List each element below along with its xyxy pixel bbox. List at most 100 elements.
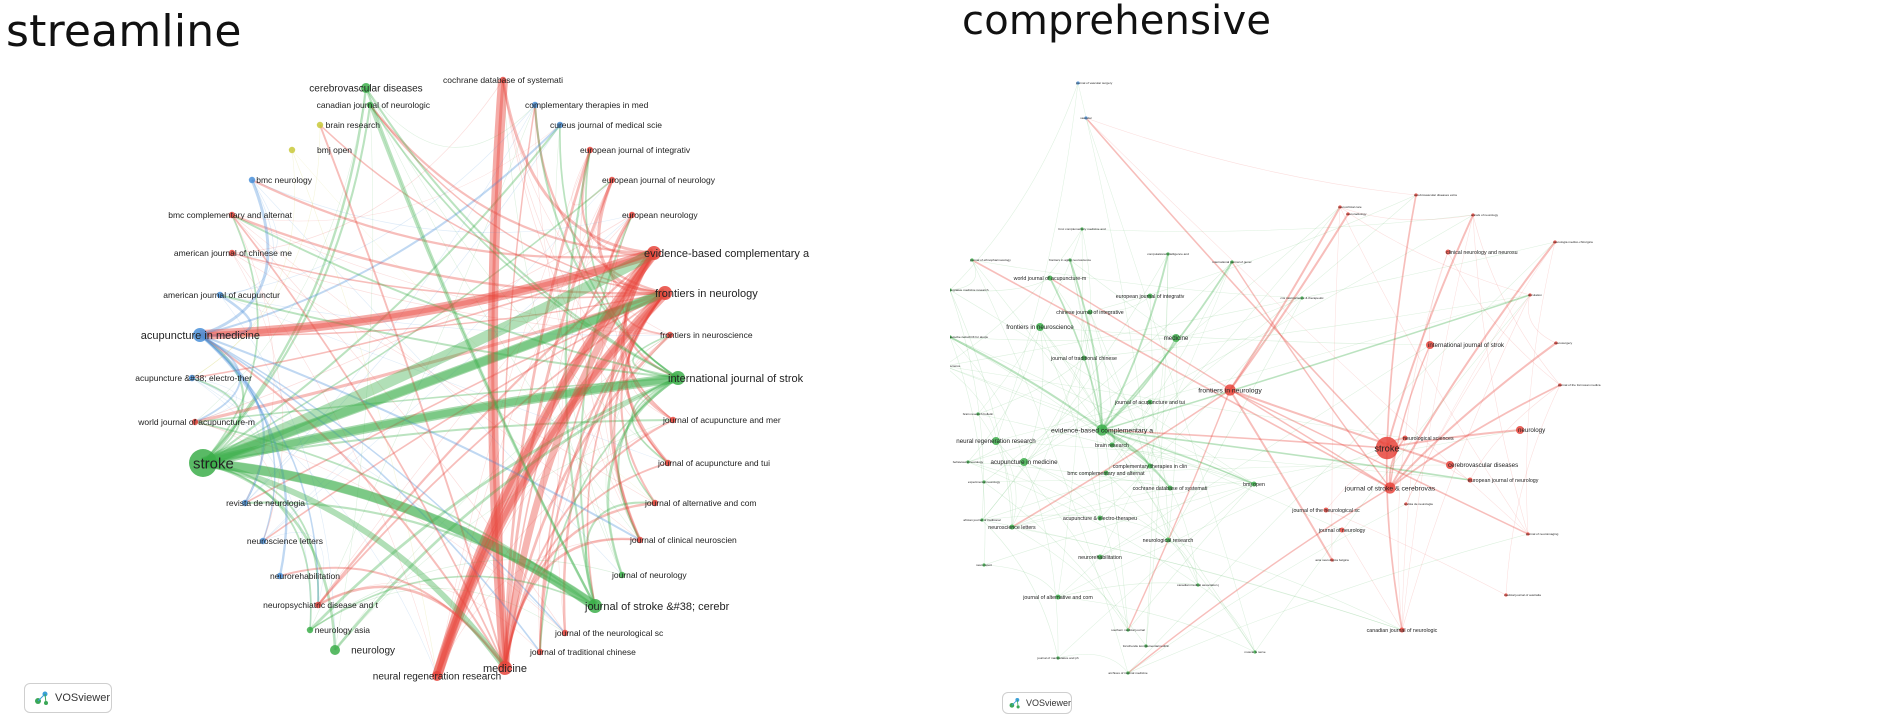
network-node[interactable]: bmc complementary medicine and (1058, 227, 1105, 231)
network-node-dot[interactable] (671, 371, 685, 385)
network-node-dot[interactable] (1230, 260, 1234, 264)
network-node[interactable]: world journal of acupuncture-m (1014, 275, 1087, 282)
network-node-dot[interactable] (276, 572, 284, 580)
network-node-dot[interactable] (556, 121, 564, 129)
network-node-dot[interactable] (228, 249, 236, 257)
network-node-dot[interactable] (1166, 252, 1170, 256)
network-node-dot[interactable] (1330, 558, 1334, 562)
network-node-dot[interactable] (228, 211, 236, 219)
network-node[interactable]: acupuncture in medicine (990, 458, 1058, 466)
network-node-dot[interactable] (1504, 593, 1508, 597)
network-node[interactable]: computational intelligence and (1147, 252, 1189, 256)
network-node[interactable]: archives of internal medicine (1108, 671, 1147, 675)
network-node[interactable]: world journal of acupuncture-m (137, 417, 255, 427)
network-node[interactable]: neurology (1516, 426, 1546, 434)
network-node[interactable]: cerebrovascular diseases (1446, 461, 1518, 469)
network-node-dot[interactable] (1404, 502, 1408, 506)
network-node-dot[interactable] (1516, 426, 1524, 434)
network-node-dot[interactable] (976, 412, 980, 416)
network-node-dot[interactable] (647, 246, 661, 260)
network-node[interactable]: journal of stroke & cerebrovas (1344, 482, 1436, 494)
network-node-dot[interactable] (306, 626, 314, 634)
network-node[interactable]: acta neurologica belgica (1315, 558, 1349, 562)
network-node[interactable]: journal of the neurological sc (554, 628, 664, 638)
network-node-dot[interactable] (970, 258, 974, 262)
network-node-dot[interactable] (498, 661, 512, 675)
network-node-dot[interactable] (499, 76, 507, 84)
network-node-dot[interactable] (1009, 524, 1015, 530)
network-node[interactable]: cerebrovascular diseases extra (1414, 193, 1457, 197)
network-node-dot[interactable] (1076, 81, 1080, 85)
network-node[interactable]: american journal of chinese me (174, 248, 292, 258)
network-node[interactable]: bmj open (288, 145, 352, 155)
network-node[interactable]: neurocritical care (1338, 205, 1362, 209)
network-node[interactable]: bmj open (1243, 481, 1265, 488)
network-node-dot[interactable] (1147, 293, 1153, 299)
network-node[interactable]: revista de neurologia (226, 498, 305, 508)
network-node[interactable]: cureus journal of medical scie (550, 120, 662, 130)
network-node-dot[interactable] (259, 537, 267, 545)
network-node[interactable]: acupuncture & electro-therapeu (1063, 515, 1137, 522)
network-node[interactable]: bmc complementary and alternat (168, 210, 292, 220)
network-node-dot[interactable] (1528, 293, 1532, 297)
network-node[interactable]: stroke (1374, 436, 1400, 460)
network-node-dot[interactable] (1224, 384, 1236, 396)
network-node[interactable]: circulation (1528, 293, 1542, 297)
network-node-dot[interactable] (1346, 212, 1350, 216)
network-node[interactable]: international journal of strok (1426, 341, 1505, 349)
network-node[interactable]: journal of neurology (1318, 527, 1366, 534)
network-node-dot[interactable] (1097, 554, 1103, 560)
network-node[interactable]: journal of alternative and com (644, 498, 757, 508)
network-node-dot[interactable] (1165, 537, 1171, 543)
network-node[interactable]: cerebrovascular diseases (309, 83, 423, 95)
network-node[interactable]: neuroscience letters (247, 536, 323, 546)
network-node-dot[interactable] (1096, 424, 1108, 436)
network-node-dot[interactable] (1338, 205, 1342, 209)
network-node-dot[interactable] (1426, 341, 1434, 349)
network-node[interactable]: neurosurgery (1554, 341, 1573, 345)
network-node-dot[interactable] (636, 536, 644, 544)
network-node[interactable]: journal of alternative and com (1022, 594, 1093, 601)
network-node[interactable]: medicine (1164, 334, 1189, 342)
network-node[interactable]: brain research (1095, 442, 1129, 449)
network-node[interactable]: frontiers in neuroscience (660, 330, 753, 340)
comprehensive-network[interactable]: journal of vascular surgery vascular strok… (950, 0, 1902, 720)
network-node-dot[interactable] (531, 101, 539, 109)
network-node[interactable]: behavioural neurology (953, 460, 984, 464)
network-node-dot[interactable] (1047, 275, 1053, 281)
network-node[interactable]: journal of traditional chinese (1050, 355, 1117, 362)
network-node-dot[interactable] (1172, 334, 1180, 342)
network-node-dot[interactable] (1103, 470, 1109, 476)
network-node-dot[interactable] (536, 648, 544, 656)
network-node[interactable]: american journal of acupunctur (163, 290, 280, 300)
network-node[interactable]: european journal of integrativ (580, 145, 691, 155)
network-node-dot[interactable] (1467, 477, 1473, 483)
network-node-dot[interactable] (1384, 482, 1396, 494)
network-node[interactable]: european neurology (622, 210, 698, 220)
network-node-dot[interactable] (1056, 656, 1060, 660)
network-node-dot[interactable] (1253, 650, 1257, 654)
network-node[interactable]: canadian medical association j (1177, 583, 1219, 587)
network-node-dot[interactable] (669, 416, 677, 424)
network-node[interactable]: neuroreport (976, 563, 992, 567)
network-node[interactable]: neurological research (1143, 537, 1194, 544)
network-node-dot[interactable] (1109, 442, 1115, 448)
network-node-dot[interactable] (666, 331, 674, 339)
network-node-dot[interactable] (1339, 527, 1345, 533)
network-node[interactable]: revista de neurologia (1404, 502, 1433, 506)
network-node-dot[interactable] (1020, 458, 1028, 466)
network-node[interactable]: journal of acupuncture and tui (1114, 399, 1185, 406)
network-node-dot[interactable] (1055, 594, 1061, 600)
network-node-dot[interactable] (1300, 296, 1304, 300)
network-node-dot[interactable] (658, 286, 672, 300)
network-node[interactable]: frontiers in aging neuroscience (1049, 258, 1091, 262)
network-node-dot[interactable] (1167, 485, 1173, 491)
network-node[interactable]: european journal of neurology (1467, 477, 1539, 484)
network-node-dot[interactable] (982, 480, 986, 484)
network-node[interactable]: frontiers in neurology (1198, 384, 1262, 396)
network-node[interactable]: southern medical journal (1111, 628, 1145, 632)
network-node[interactable]: neurologia medico-chirurgica (1553, 240, 1593, 244)
network-node[interactable]: brain research (316, 120, 380, 130)
network-node-dot[interactable] (1471, 213, 1475, 217)
streamline-network[interactable]: stroke cochrane database of systemati comp… (0, 0, 950, 720)
